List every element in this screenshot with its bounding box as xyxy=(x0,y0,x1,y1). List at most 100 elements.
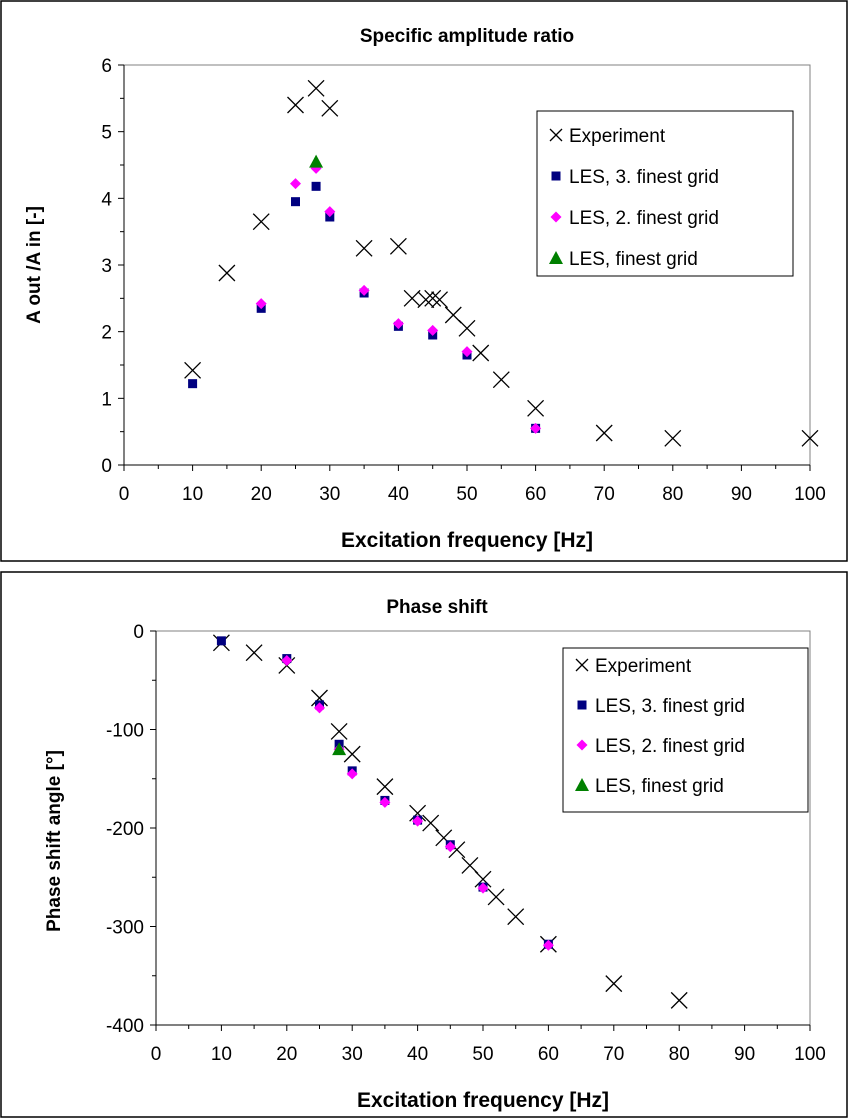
data-marks xyxy=(212,634,688,1009)
legend-label: LES, finest grid xyxy=(569,249,698,270)
x-tick-label: 0 xyxy=(151,1044,162,1065)
x-tick-label: 40 xyxy=(407,1044,428,1065)
chart-title: Phase shift xyxy=(386,597,488,618)
y-tick-label: 6 xyxy=(101,56,112,77)
data-point xyxy=(216,636,226,646)
data-point xyxy=(801,429,819,447)
x-tick-label: 50 xyxy=(456,484,477,505)
x-tick-label: 40 xyxy=(388,484,409,505)
data-point xyxy=(355,239,373,257)
legend-marker xyxy=(549,128,563,142)
data-point xyxy=(252,213,270,231)
amplitude-ratio-chart-panel: Specific amplitude ratio Excitation freq… xyxy=(0,0,848,562)
series-experiment xyxy=(212,634,688,1009)
y-tick-label: 3 xyxy=(101,256,112,277)
data-point xyxy=(527,399,545,417)
legend-label: LES, 2. finest grid xyxy=(569,208,719,229)
data-point xyxy=(307,79,325,97)
data-point xyxy=(595,424,613,442)
data-point xyxy=(409,804,427,822)
data-point xyxy=(507,908,525,926)
x-axis-label: Excitation frequency [Hz] xyxy=(357,1089,609,1112)
data-point xyxy=(427,324,439,336)
chart-frame xyxy=(0,0,848,562)
data-point xyxy=(321,99,339,117)
legend-label: LES, 3. finest grid xyxy=(595,696,745,717)
data-point xyxy=(358,284,370,296)
data-point xyxy=(542,939,554,951)
y-axis-label: A out /A in [-] xyxy=(24,206,45,324)
series-les-finest xyxy=(332,742,347,756)
legend-marker xyxy=(576,739,588,751)
data-point xyxy=(461,346,473,358)
data-point xyxy=(290,178,301,190)
data-point xyxy=(309,154,324,168)
data-point xyxy=(444,306,462,324)
legend-box xyxy=(536,110,794,277)
x-tick-label: 100 xyxy=(794,1044,826,1065)
data-point xyxy=(492,371,510,389)
data-point xyxy=(314,702,325,714)
data-point xyxy=(343,745,361,763)
x-tick-label: 70 xyxy=(603,1044,624,1065)
data-point xyxy=(412,815,424,827)
legend: Experiment LES, 3. finest grid LES, 2. fin… xyxy=(562,647,809,813)
y-tick-label: -200 xyxy=(106,819,144,840)
series-experiment xyxy=(184,79,819,447)
x-tick-label: 20 xyxy=(276,1044,297,1065)
data-point xyxy=(330,723,348,740)
y-tick-label: 4 xyxy=(101,189,112,210)
x-axis-label: Excitation frequency [Hz] xyxy=(341,529,593,552)
x-tick-label: 20 xyxy=(251,484,272,505)
data-point xyxy=(664,429,682,447)
x-tick-label: 100 xyxy=(794,484,826,505)
data-point xyxy=(188,379,198,389)
x-tick-label: 10 xyxy=(211,1044,232,1065)
legend-marker xyxy=(575,658,589,672)
data-point xyxy=(392,318,404,330)
data-point xyxy=(477,882,489,894)
data-point xyxy=(458,319,476,337)
x-tick-label: 80 xyxy=(669,1044,690,1065)
legend-marker xyxy=(551,171,561,181)
data-point xyxy=(184,361,202,379)
legend-label: LES, 2. finest grid xyxy=(595,736,745,757)
legend-marker xyxy=(577,700,587,710)
axes: 0 10 20 30 40 50 60 70 80 90 100 0 1 2 3 4 5 6 xyxy=(101,56,825,505)
data-point xyxy=(291,197,300,207)
legend-marker xyxy=(549,251,563,264)
legend-label: LES, 3. finest grid xyxy=(569,167,719,188)
y-tick-label: 0 xyxy=(133,622,144,643)
x-tick-label: 10 xyxy=(182,484,203,505)
legend-label: Experiment xyxy=(595,656,692,677)
data-point xyxy=(324,206,336,218)
data-point xyxy=(530,422,542,434)
data-point xyxy=(376,778,394,796)
data-point xyxy=(346,768,358,780)
legend-label: Experiment xyxy=(569,126,666,147)
y-tick-label: 2 xyxy=(101,323,112,344)
data-point xyxy=(605,975,623,993)
data-point xyxy=(403,289,421,307)
data-point xyxy=(422,814,440,832)
legend-label: LES, finest grid xyxy=(595,776,724,797)
data-point xyxy=(332,742,347,756)
x-tick-label: 50 xyxy=(472,1044,493,1065)
x-tick-label: 80 xyxy=(662,484,683,505)
data-point xyxy=(670,991,688,1009)
y-axis-label: Phase shift angle [°] xyxy=(44,750,65,932)
data-point xyxy=(389,237,407,255)
data-point xyxy=(424,289,442,307)
x-tick-label: 30 xyxy=(342,1044,363,1065)
data-point xyxy=(218,264,236,282)
data-point xyxy=(474,870,492,888)
axes: 0 10 20 30 40 50 60 70 80 90 100 0 -100 -200 -300 -400 xyxy=(106,622,826,1065)
data-point xyxy=(287,96,304,114)
amplitude-ratio-chart: Specific amplitude ratio Excitation freq… xyxy=(0,0,848,562)
y-tick-label: -100 xyxy=(106,721,144,742)
legend-marker xyxy=(575,778,589,791)
data-point xyxy=(311,181,321,191)
data-point xyxy=(461,856,479,874)
phase-shift-chart-panel: Phase shift Excitation frequency [Hz] Ph… xyxy=(0,571,848,1118)
y-tick-label: 0 xyxy=(101,456,112,477)
